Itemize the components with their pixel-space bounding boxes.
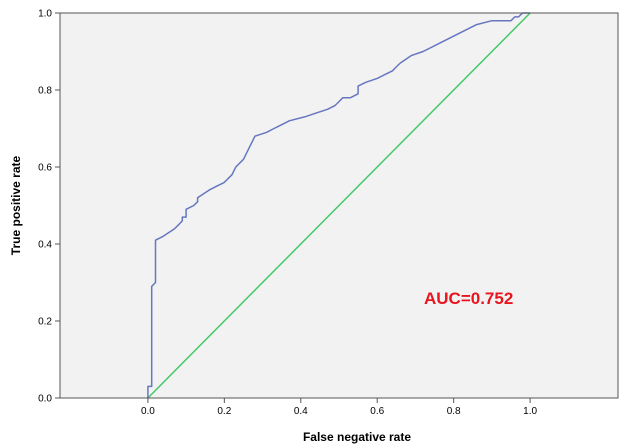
y-axis-title: True positive rate [9, 155, 23, 255]
x-tick-label: 0.6 [370, 406, 384, 417]
roc-curve-line [147, 12, 531, 398]
x-tick-label: 0.8 [447, 406, 461, 417]
x-axis-title: False negative rate [303, 430, 411, 444]
x-tick-label: 1.0 [523, 406, 537, 417]
x-tick-label: 0.4 [294, 406, 308, 417]
x-tick-label: 0.0 [141, 406, 155, 417]
y-tick-label: 1.0 [38, 9, 52, 20]
y-tick-label: 0.8 [38, 86, 52, 97]
x-tick-label: 0.2 [217, 406, 231, 417]
auc-annotation: AUC=0.752 [424, 289, 513, 308]
y-tick-label: 0.2 [38, 317, 52, 328]
y-tick-label: 0.4 [38, 240, 52, 251]
reference-diagonal-line [147, 12, 531, 399]
y-tick-label: 0.0 [38, 394, 52, 405]
y-tick-label: 0.6 [38, 163, 52, 174]
plot-frame [59, 12, 619, 399]
